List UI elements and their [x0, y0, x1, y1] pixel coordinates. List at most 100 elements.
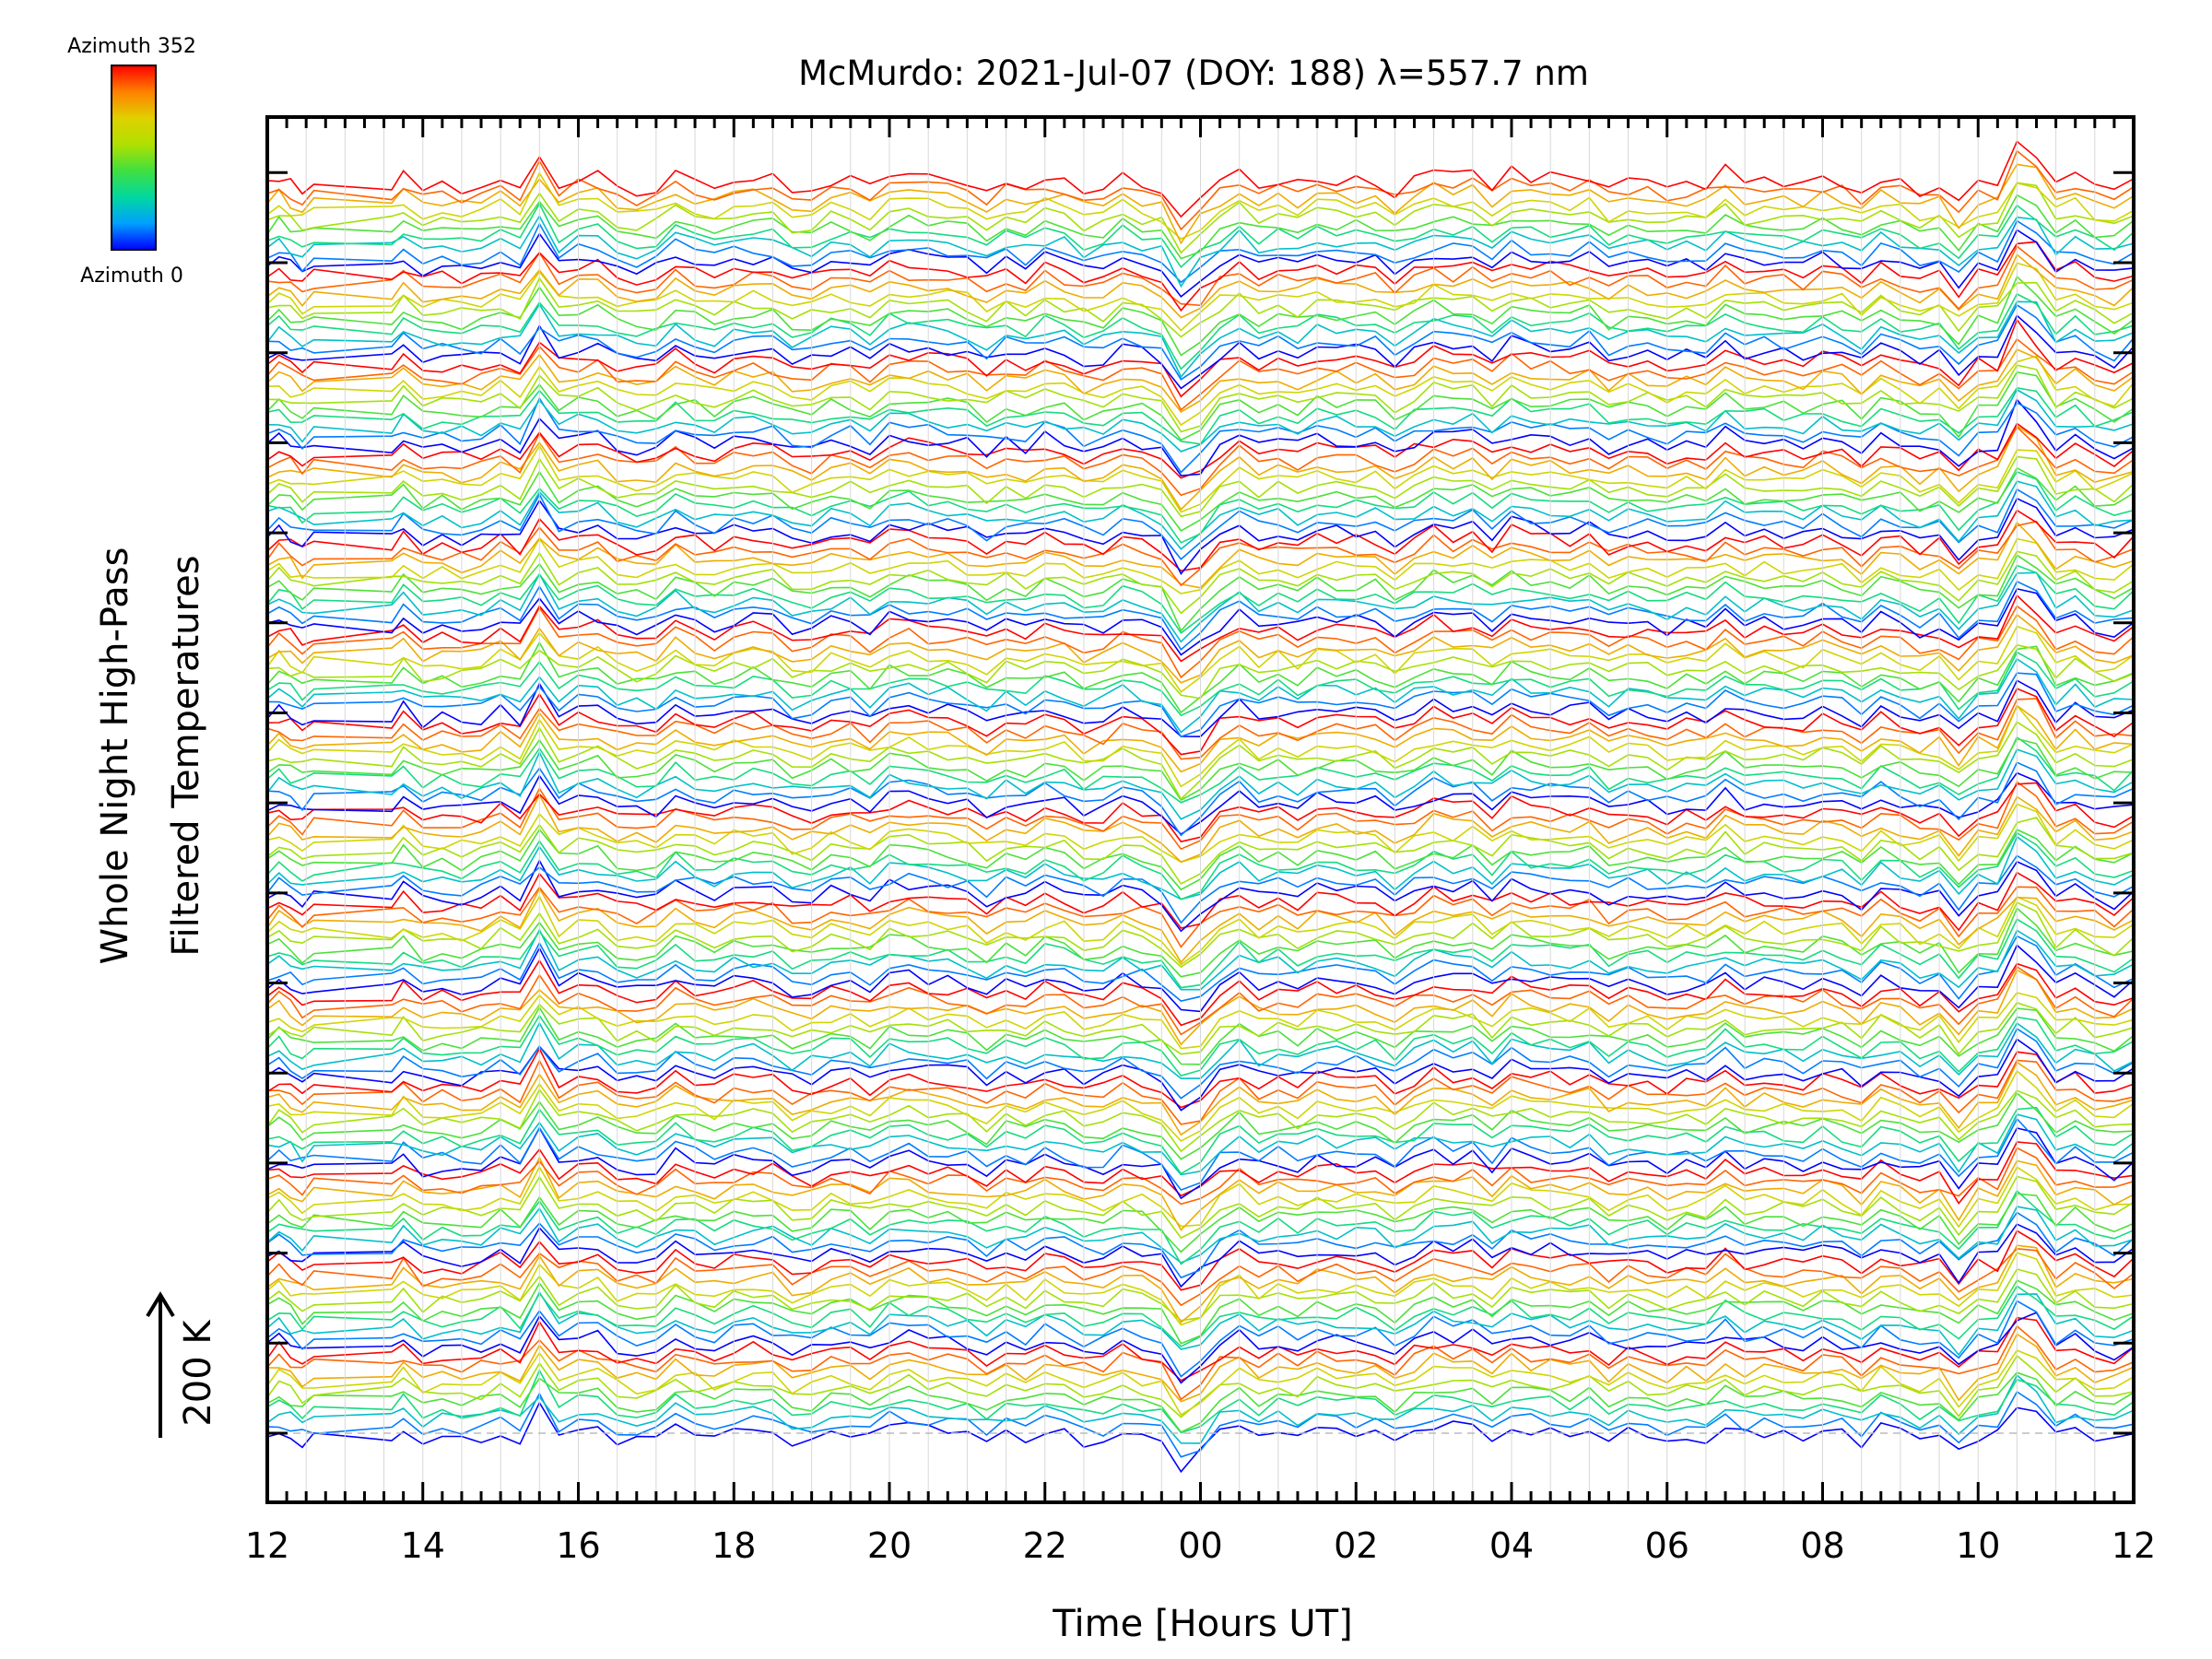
x-tick-label: 04 — [1489, 1525, 1534, 1566]
azimuth-trace — [266, 1069, 2135, 1142]
azimuth-trace — [266, 426, 2135, 497]
azimuth-trace — [266, 688, 2135, 756]
azimuth-trace — [266, 1316, 2135, 1382]
azimuth-trace — [266, 455, 2135, 518]
azimuth-trace — [266, 1106, 2135, 1175]
colorbar — [111, 65, 157, 251]
azimuth-trace — [266, 1211, 2135, 1279]
azimuth-trace — [266, 1113, 2135, 1176]
azimuth-trace — [266, 1021, 2135, 1079]
azimuth-trace — [266, 735, 2135, 804]
azimuth-trace — [266, 871, 2135, 932]
azimuth-trace — [266, 1244, 2135, 1324]
azimuth-trace — [266, 1279, 2135, 1345]
azimuth-trace — [266, 927, 2135, 991]
azimuth-trace — [266, 1369, 2135, 1434]
azimuth-trace — [266, 276, 2135, 338]
azimuth-trace — [266, 149, 2135, 231]
azimuth-trace — [266, 901, 2135, 969]
azimuth-trace — [266, 425, 2135, 511]
azimuth-trace — [266, 422, 2135, 479]
x-tick-label: 14 — [401, 1525, 445, 1566]
azimuth-trace — [266, 348, 2135, 413]
azimuth-trace — [266, 969, 2135, 1046]
azimuth-trace — [266, 907, 2135, 978]
colorbar-top-label: Azimuth 352 — [67, 35, 196, 58]
azimuth-trace — [266, 521, 2135, 589]
azimuth-trace — [266, 388, 2135, 453]
azimuth-trace — [266, 387, 2135, 445]
azimuth-trace — [266, 314, 2135, 390]
azimuth-trace — [266, 371, 2135, 441]
azimuth-trace — [266, 859, 2135, 933]
azimuth-trace — [266, 698, 2135, 760]
azimuth-trace — [266, 1193, 2135, 1253]
x-tick-label: 08 — [1800, 1525, 1844, 1566]
azimuth-trace — [266, 1028, 2135, 1100]
azimuth-trace — [266, 1058, 2135, 1125]
azimuth-trace — [266, 771, 2135, 836]
azimuth-trace — [266, 229, 2135, 299]
scale-label: 200 K — [177, 1319, 219, 1427]
azimuth-trace — [266, 944, 2135, 1013]
azimuth-trace — [266, 1014, 2135, 1077]
azimuth-trace — [266, 1223, 2135, 1288]
tick-layer — [265, 117, 2136, 1502]
x-tick-label: 00 — [1178, 1525, 1222, 1566]
azimuth-trace — [266, 704, 2135, 788]
azimuth-trace — [266, 587, 2135, 656]
azimuth-trace — [266, 550, 2135, 615]
y-axis-label-line1: Whole Night High-Pass — [94, 547, 136, 965]
azimuth-trace — [266, 537, 2135, 594]
azimuth-trace — [266, 262, 2135, 332]
azimuth-trace — [266, 497, 2135, 575]
azimuth-trace — [266, 895, 2135, 966]
azimuth-trace — [266, 781, 2135, 851]
x-tick-label: 16 — [556, 1525, 600, 1566]
azimuth-trace — [266, 1312, 2135, 1384]
azimuth-trace — [266, 219, 2135, 284]
chart-title: McMurdo: 2021-Jul-07 (DOY: 188) λ=557.7 … — [798, 53, 1589, 93]
azimuth-trace — [266, 520, 2135, 587]
azimuth-trace — [266, 245, 2135, 311]
azimuth-trace — [266, 337, 2135, 411]
azimuth-trace — [266, 202, 2135, 269]
azimuth-trace — [266, 817, 2135, 885]
x-tick-label: 06 — [1645, 1525, 1689, 1566]
azimuth-trace — [266, 571, 2135, 643]
azimuth-trace — [266, 641, 2135, 714]
grid-layer — [267, 117, 2134, 1502]
azimuth-trace — [266, 679, 2135, 738]
x-tick-labels: 12 14 16 18 20 22 00 02 04 06 08 10 12 — [245, 1525, 2156, 1566]
azimuth-trace — [266, 761, 2135, 837]
y-axis-label-line2: Filtered Temperatures — [165, 555, 207, 956]
trace-layer — [266, 140, 2135, 1474]
azimuth-trace — [266, 1373, 2135, 1444]
azimuth-trace — [266, 965, 2135, 1036]
azimuth-trace — [266, 613, 2135, 684]
azimuth-trace — [266, 1088, 2135, 1153]
azimuth-trace — [266, 171, 2135, 241]
azimuth-trace — [266, 300, 2135, 379]
azimuth-trace — [266, 1165, 2135, 1229]
azimuth-trace — [266, 303, 2135, 381]
azimuth-trace — [266, 1147, 2135, 1206]
x-tick-label: 12 — [2112, 1525, 2156, 1566]
azimuth-trace — [266, 1354, 2135, 1418]
azimuth-trace — [266, 782, 2135, 843]
azimuth-trace — [266, 704, 2135, 773]
azimuth-trace — [266, 935, 2135, 1002]
azimuth-trace — [266, 1047, 2135, 1109]
azimuth-trace — [266, 1285, 2135, 1347]
azimuth-trace — [266, 292, 2135, 371]
azimuth-trace — [266, 1268, 2135, 1322]
azimuth-trace — [266, 672, 2135, 738]
scale-arrow — [146, 1291, 175, 1438]
x-tick-label: 12 — [245, 1525, 289, 1566]
azimuth-trace — [266, 992, 2135, 1050]
azimuth-trace — [266, 828, 2135, 891]
azimuth-trace — [266, 1189, 2135, 1265]
azimuth-trace — [266, 1117, 2135, 1192]
azimuth-trace — [266, 488, 2135, 560]
azimuth-trace — [266, 831, 2135, 900]
